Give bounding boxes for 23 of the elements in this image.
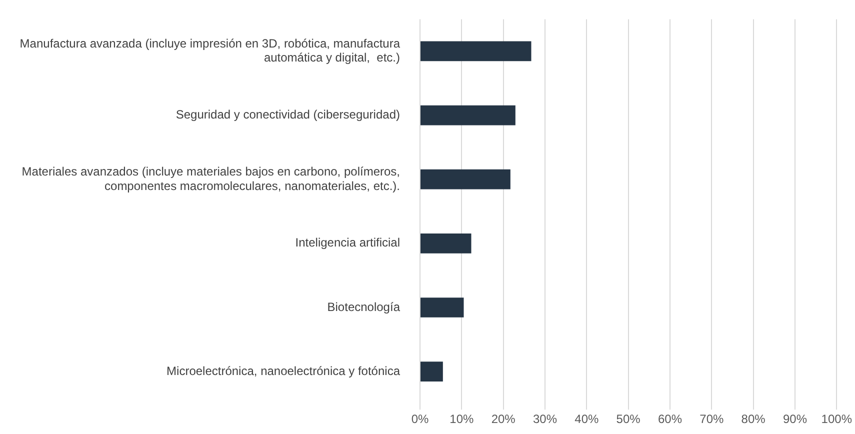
bar [420,234,472,254]
y-tick-label: Biotecnología [327,300,400,314]
x-tick-label: 70% [700,412,724,426]
x-tick-label: 30% [532,412,558,426]
x-tick-label: 80% [741,412,766,426]
x-tick-label: 20% [491,412,516,426]
x-tick-label: 50% [616,412,641,426]
bar [420,169,510,190]
y-tick-label: Microelectrónica, nanoelectrónica y fotónica [166,364,400,378]
x-tick-label: 90% [782,412,808,426]
x-tick-label: 60% [658,412,682,426]
bar [420,41,532,62]
x-tick-label: 40% [574,412,599,426]
bar [420,362,443,382]
y-tick-label: Manufactura avanzada (incluye impresión en 3D, robótica, manufactura automática y digital, etc.) [20,36,400,65]
y-tick-label: Inteligencia artificial [295,236,400,250]
bar [420,298,464,318]
y-tick-label: Seguridad y conectividad (ciberseguridad) [176,108,400,122]
x-tick-label: 10% [450,412,474,426]
y-tick-label: Materiales avanzados (incluye materiales bajos en carbono, polímeros, componentes macromoleculares, nanomateriales, etc.). [22,164,400,193]
x-tick-label: 0% [411,412,429,426]
x-tick-label: 100% [821,412,852,426]
bar [420,105,516,126]
